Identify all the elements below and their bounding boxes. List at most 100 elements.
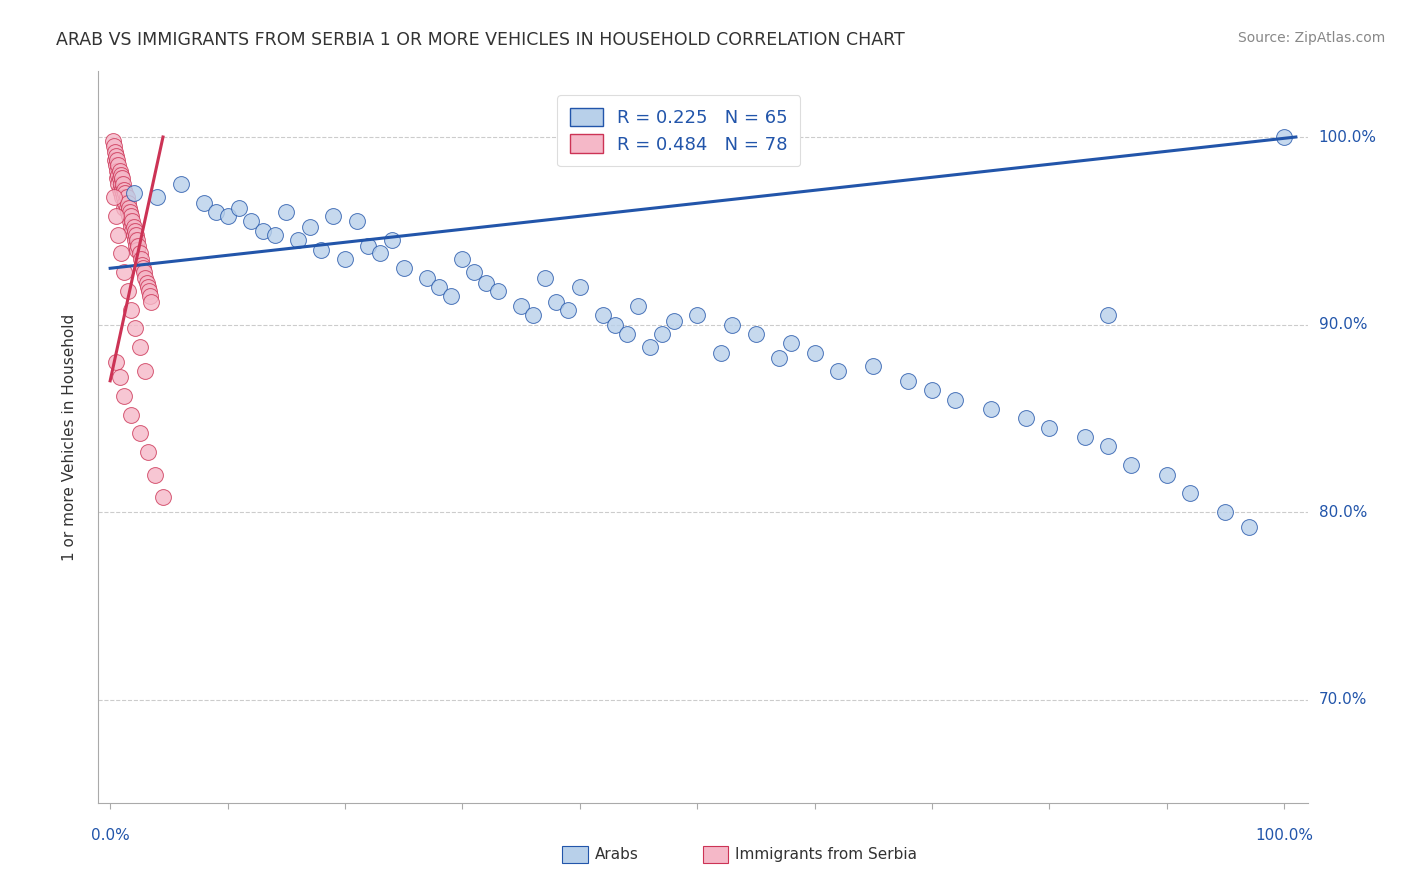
- Point: [108, 182, 131, 196]
- Point: [710, 345, 733, 359]
- Point: [651, 326, 673, 341]
- Point: [105, 355, 128, 369]
- Point: [110, 246, 132, 260]
- Point: [510, 299, 533, 313]
- Point: [103, 139, 125, 153]
- Point: [120, 205, 142, 219]
- Text: 90.0%: 90.0%: [1319, 317, 1367, 332]
- Point: [105, 158, 128, 172]
- Point: [120, 408, 142, 422]
- Point: [627, 299, 650, 313]
- Point: [152, 490, 174, 504]
- Point: [107, 158, 129, 172]
- Point: [557, 302, 579, 317]
- Point: [107, 177, 129, 191]
- Point: [111, 171, 134, 186]
- Point: [128, 426, 150, 441]
- Point: [112, 177, 135, 191]
- Point: [768, 351, 790, 366]
- Point: [263, 227, 285, 242]
- Point: [745, 326, 768, 341]
- Point: [217, 209, 239, 223]
- Point: [129, 252, 152, 266]
- Point: [298, 220, 321, 235]
- Point: [128, 246, 150, 260]
- Point: [134, 364, 156, 378]
- Point: [1215, 505, 1237, 519]
- Point: [115, 201, 138, 215]
- Point: [136, 280, 159, 294]
- Point: [616, 326, 638, 341]
- Point: [108, 163, 131, 178]
- Point: [287, 233, 309, 247]
- Point: [124, 233, 146, 247]
- Point: [114, 195, 136, 210]
- Point: [603, 318, 626, 332]
- Point: [240, 214, 263, 228]
- Point: [1156, 467, 1178, 482]
- Point: [105, 209, 128, 223]
- Point: [112, 190, 135, 204]
- Point: [132, 261, 155, 276]
- Point: [427, 280, 450, 294]
- Point: [1073, 430, 1095, 444]
- Point: [143, 467, 166, 482]
- Text: Immigrants from Serbia: Immigrants from Serbia: [735, 847, 917, 862]
- Point: [121, 214, 143, 228]
- Point: [451, 252, 474, 266]
- Point: [139, 289, 162, 303]
- Point: [111, 190, 134, 204]
- Point: [121, 224, 143, 238]
- Point: [107, 168, 129, 182]
- Point: [117, 195, 139, 210]
- Point: [120, 302, 142, 317]
- Point: [439, 289, 461, 303]
- Point: [110, 177, 132, 191]
- Point: [141, 295, 163, 310]
- Text: 100.0%: 100.0%: [1319, 129, 1376, 145]
- Point: [108, 370, 131, 384]
- Point: [124, 321, 146, 335]
- Point: [112, 389, 135, 403]
- Point: [118, 209, 141, 223]
- Point: [686, 308, 709, 322]
- Point: [146, 190, 169, 204]
- Text: 80.0%: 80.0%: [1319, 505, 1367, 520]
- Point: [122, 227, 145, 242]
- Point: [1237, 520, 1260, 534]
- Point: [1015, 411, 1038, 425]
- Point: [592, 308, 614, 322]
- Point: [945, 392, 967, 407]
- Point: [136, 445, 159, 459]
- Point: [463, 265, 485, 279]
- Point: [134, 265, 156, 279]
- Text: 70.0%: 70.0%: [1319, 692, 1367, 707]
- Point: [120, 214, 142, 228]
- Point: [125, 227, 148, 242]
- Point: [204, 205, 226, 219]
- Point: [101, 134, 124, 148]
- Point: [112, 201, 135, 215]
- Point: [392, 261, 415, 276]
- Point: [1097, 440, 1119, 454]
- Point: [533, 270, 555, 285]
- Point: [252, 224, 274, 238]
- Point: [475, 277, 498, 291]
- Point: [105, 163, 128, 178]
- Point: [568, 280, 591, 294]
- Point: [638, 340, 661, 354]
- Point: [110, 186, 132, 201]
- Legend: R = 0.225   N = 65, R = 0.484   N = 78: R = 0.225 N = 65, R = 0.484 N = 78: [557, 95, 800, 166]
- Point: [128, 340, 150, 354]
- Point: [980, 401, 1002, 416]
- Point: [322, 209, 344, 223]
- Text: 100.0%: 100.0%: [1256, 828, 1313, 843]
- Point: [803, 345, 825, 359]
- Point: [897, 374, 920, 388]
- Point: [1272, 130, 1295, 145]
- Point: [112, 186, 135, 201]
- Point: [127, 243, 149, 257]
- Point: [1121, 458, 1143, 473]
- Point: [546, 295, 568, 310]
- Point: [357, 239, 380, 253]
